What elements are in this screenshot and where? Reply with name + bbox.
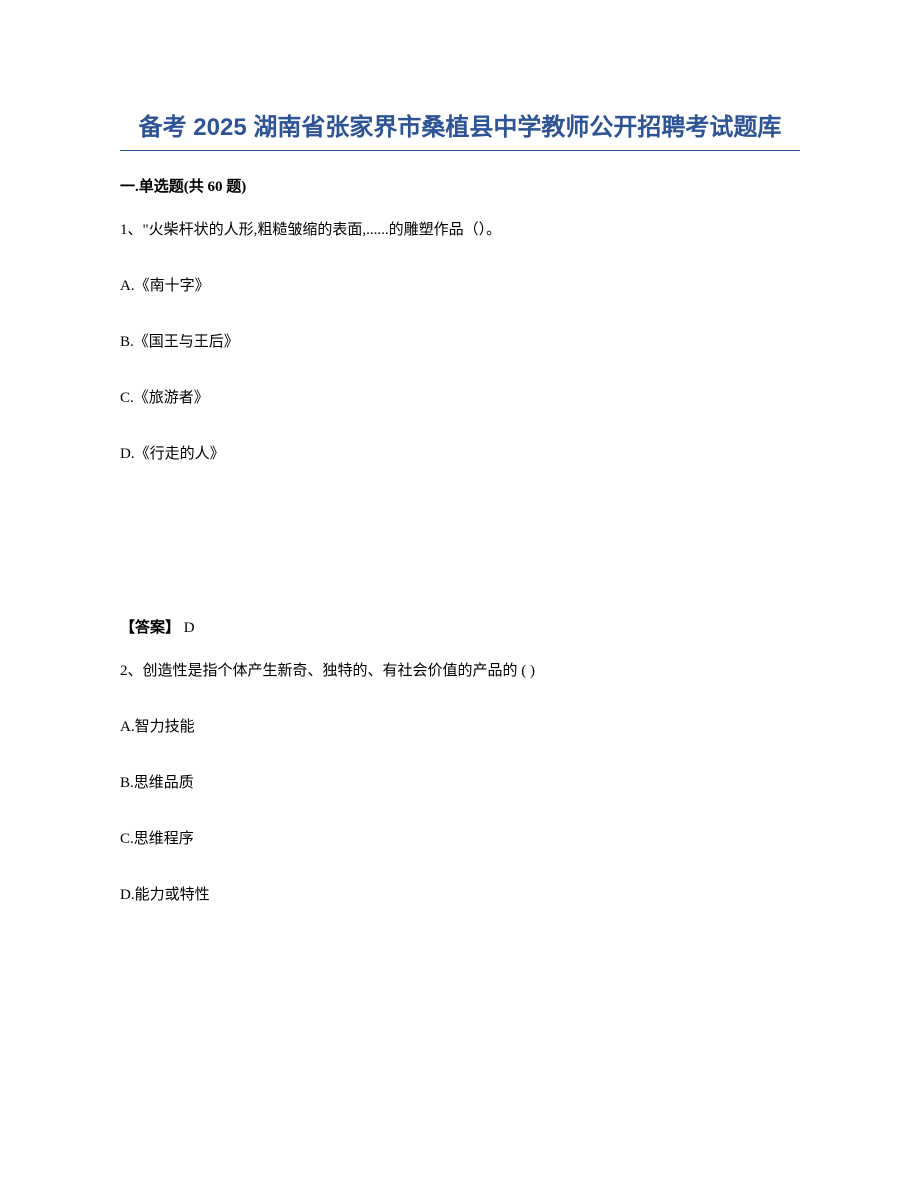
title-divider	[120, 150, 800, 151]
question-2-option-b: B.思维品质	[120, 771, 800, 795]
document-title-container: 备考 2025 湖南省张家界市桑植县中学教师公开招聘考试题库	[120, 110, 800, 146]
answer-value: D	[180, 620, 195, 636]
question-2-option-d: D.能力或特性	[120, 883, 800, 907]
section-header: 一.单选题(共 60 题)	[120, 175, 800, 196]
question-1-option-b: B.《国王与王后》	[120, 330, 800, 354]
answer-label: 【答案】	[120, 620, 180, 636]
document-title: 备考 2025 湖南省张家界市桑植县中学教师公开招聘考试题库	[120, 110, 800, 146]
question-2-text: 2、创造性是指个体产生新奇、独特的、有社会价值的产品的 ( )	[120, 659, 800, 683]
question-1-option-a: A.《南十字》	[120, 274, 800, 298]
question-1-option-d: D.《行走的人》	[120, 442, 800, 466]
question-2-option-a: A.智力技能	[120, 715, 800, 739]
question-2-option-c: C.思维程序	[120, 827, 800, 851]
question-1-answer: 【答案】 D	[120, 616, 800, 637]
question-1-option-c: C.《旅游者》	[120, 386, 800, 410]
question-1-text: 1、"火柴杆状的人形,粗糙皱缩的表面,......的雕塑作品（）。	[120, 218, 800, 242]
